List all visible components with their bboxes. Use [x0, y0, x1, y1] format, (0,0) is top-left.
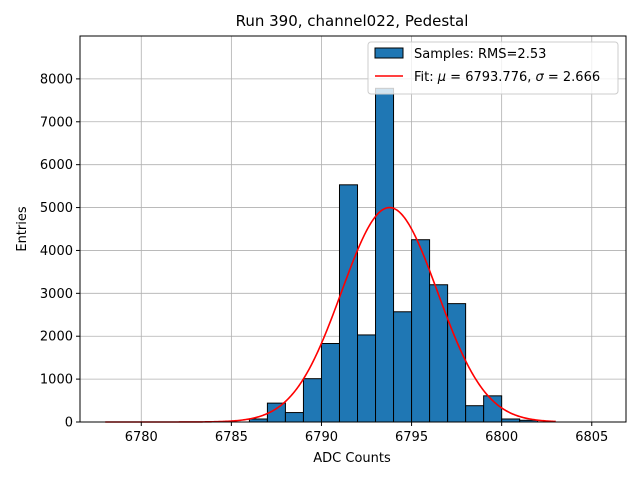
y-tick-label: 6000 — [40, 158, 73, 173]
y-tick-label: 8000 — [40, 72, 73, 87]
histogram-bar — [429, 284, 449, 423]
x-tick-label: 6795 — [395, 430, 428, 445]
legend-fit-mu-symbol: μ — [437, 70, 446, 85]
y-tick-label: 7000 — [40, 115, 73, 130]
legend-fit-sigma-symbol: σ — [536, 70, 545, 85]
y-axis-ticks: 0 1000 2000 3000 4000 5000 6000 7000 8000 — [40, 72, 80, 431]
histogram-bar — [338, 184, 359, 423]
x-tick-label: 6785 — [215, 430, 248, 445]
x-tick-label: 6790 — [305, 430, 338, 445]
legend-label-samples: Samples: RMS=2.53 — [414, 47, 546, 62]
chart-title: Run 390, channel022, Pedestal — [236, 12, 469, 30]
y-tick-label: 2000 — [40, 330, 73, 345]
x-tick-label: 6805 — [575, 430, 608, 445]
y-tick-label: 3000 — [40, 287, 73, 302]
legend-fit-suffix: = 2.666 — [544, 70, 600, 85]
legend-swatch-samples — [374, 47, 404, 59]
plot-frame — [79, 35, 627, 423]
x-axis-title: ADC Counts — [313, 451, 391, 466]
histogram-bar — [447, 303, 467, 423]
legend-fit-middle: = 6793.776, — [446, 70, 535, 85]
histogram-bar — [375, 87, 395, 423]
legend-fit-prefix: Fit: — [414, 70, 438, 85]
histogram-bar — [357, 334, 377, 423]
histogram-bar — [284, 412, 304, 423]
histogram-bar — [393, 311, 413, 423]
y-axis-title: Entries — [15, 206, 30, 252]
x-tick-label: 6780 — [125, 430, 158, 445]
histogram-bar — [411, 239, 431, 423]
legend-box — [367, 41, 619, 95]
x-axis-ticks: 6780 6785 6790 6795 6800 6805 — [125, 422, 608, 445]
histogram-bars — [248, 87, 539, 423]
legend: Samples: RMS=2.53 Fit: μ = 6793.776, σ =… — [367, 41, 619, 95]
histogram-bar — [320, 343, 340, 423]
x-tick-label: 6800 — [485, 430, 518, 445]
y-tick-label: 5000 — [40, 201, 73, 216]
histogram-bar — [465, 405, 485, 423]
histogram-bar — [302, 378, 322, 423]
y-tick-label: 0 — [65, 416, 73, 431]
legend-label-fit: Fit: μ = 6793.776, σ = 2.666 — [414, 70, 600, 85]
y-tick-label: 4000 — [40, 244, 73, 259]
y-tick-label: 1000 — [40, 373, 73, 388]
